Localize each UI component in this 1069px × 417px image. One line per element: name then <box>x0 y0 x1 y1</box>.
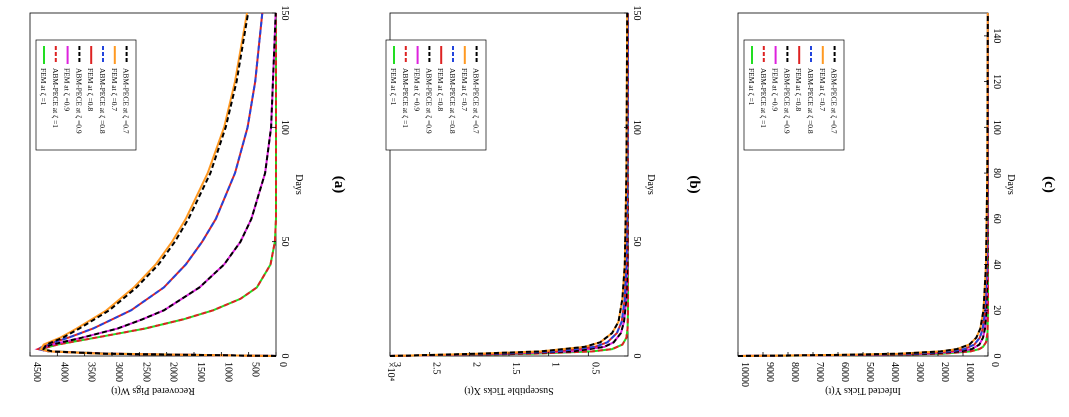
legend-entry: ABM-PECE at ζ =0.8 <box>98 68 107 134</box>
x-tick-label: 100 <box>631 120 642 135</box>
y-tick-label: 1500 <box>195 362 206 382</box>
x-tick-label: 60 <box>991 214 1002 224</box>
y-tick-label: 4500 <box>31 362 42 382</box>
x-tick-label: 80 <box>991 168 1002 178</box>
legend-entry: FEM at ζ =0.8 <box>436 68 445 111</box>
legend: FEM at ζ =1 ABM-PECE at ζ =1 FEM at ζ =0.9… <box>35 39 137 151</box>
legend-entry: ABM-PECE at ζ =0.7 <box>472 68 481 134</box>
legend-box <box>743 39 845 151</box>
legend-entry: FEM at ζ =0.7 <box>818 68 827 111</box>
legend-entry: FEM at ζ =0.7 <box>110 68 119 111</box>
series-line <box>389 12 629 357</box>
legend-entry: ABM-PECE at ζ =1 <box>51 68 60 128</box>
x-tick-label: 0 <box>279 354 290 359</box>
legend-entry: ABM-PECE at ζ =1 <box>401 68 410 128</box>
legend-entry: ABM-PECE at ζ =0.9 <box>74 68 83 134</box>
y-tick-label: 6000 <box>839 362 850 382</box>
chart-panel: 0.5 1 1.5 2 2.5 3 0 50 100 150 Days Susceptible Tic… <box>385 6 702 397</box>
legend-entry: FEM at ζ =0.8 <box>794 68 803 111</box>
x-axis-label: Days <box>645 174 656 195</box>
y-tick-label: 4000 <box>58 362 69 382</box>
x-tick-label: 50 <box>631 237 642 247</box>
legend: FEM at ζ =1 ABM-PECE at ζ =1 FEM at ζ =0.9… <box>743 39 845 151</box>
x-tick-label: 100 <box>991 120 1002 135</box>
y-tick-label: 9000 <box>764 362 775 382</box>
y-tick-label: 0 <box>989 362 1000 367</box>
legend-entry: ABM-PECE at ζ =0.9 <box>424 68 433 134</box>
legend-box <box>35 39 137 151</box>
y-tick-label: 8000 <box>789 362 800 382</box>
x-tick-label: 40 <box>991 260 1002 270</box>
y-exponent-label: ×10⁴ <box>385 362 396 382</box>
chart-panel: 0 500 1000 1500 2000 2500 3000 3500 4000 4500 0 50 1… <box>29 6 347 396</box>
panel-caption: (c) <box>1041 176 1057 193</box>
y-tick-label: 1 <box>550 362 561 367</box>
legend-entry: ABM-PECE at ζ =0.8 <box>448 68 457 134</box>
y-tick-label: 1.5 <box>510 362 521 375</box>
legend: FEM at ζ =1 ABM-PECE at ζ =1 FEM at ζ =0.9… <box>385 39 487 151</box>
legend-entry: FEM at ζ =1 <box>389 68 398 106</box>
y-tick-label: 2.5 <box>431 362 442 375</box>
y-tick-label: 2 <box>470 362 481 367</box>
y-tick-label: 3500 <box>86 362 97 382</box>
legend-entry: FEM at ζ =1 <box>39 68 48 106</box>
legend-entry: FEM at ζ =0.8 <box>86 68 95 111</box>
legend-entry: FEM at ζ =0.7 <box>460 68 469 111</box>
x-tick-label: 150 <box>631 6 642 21</box>
y-axis-label: Susceptible Ticks X(t) <box>464 385 553 396</box>
y-tick-label: 7000 <box>814 362 825 382</box>
x-tick-label: 100 <box>279 120 290 135</box>
series-line <box>737 12 989 357</box>
legend-entry: FEM at ζ =0.9 <box>63 68 72 111</box>
panel-caption: (a) <box>331 176 347 194</box>
y-tick-label: 500 <box>250 362 261 377</box>
y-tick-label: 2500 <box>140 362 151 382</box>
series-line <box>737 12 989 357</box>
y-tick-label: 10000 <box>739 362 750 387</box>
legend-entry: FEM at ζ =0.9 <box>771 68 780 111</box>
y-tick-label: 5000 <box>864 362 875 382</box>
legend-box <box>385 39 487 151</box>
x-axis-label: Days <box>1005 174 1016 195</box>
y-tick-label: 1000 <box>964 362 975 382</box>
series-line <box>42 12 277 357</box>
legend-entry: ABM-PECE at ζ =0.8 <box>806 68 815 134</box>
x-tick-label: 0 <box>631 354 642 359</box>
y-tick-label: 2000 <box>939 362 950 382</box>
y-tick-label: 1000 <box>222 362 233 382</box>
legend-entry: ABM-PECE at ζ =0.7 <box>122 68 131 134</box>
y-tick-label: 3 <box>391 362 402 367</box>
y-axis-label: Infected Ticks Y(t) <box>825 385 901 396</box>
x-tick-label: 50 <box>279 237 290 247</box>
x-tick-label: 150 <box>279 6 290 21</box>
legend-entry: FEM at ζ =1 <box>747 68 756 106</box>
y-tick-label: 3000 <box>113 362 124 382</box>
x-tick-label: 120 <box>991 74 1002 89</box>
legend-entry: FEM at ζ =0.9 <box>413 68 422 111</box>
y-tick-label: 3000 <box>914 362 925 382</box>
x-tick-label: 0 <box>991 354 1002 359</box>
y-tick-label: 0.5 <box>589 362 600 375</box>
series-line <box>40 13 277 357</box>
x-tick-label: 140 <box>991 28 1002 43</box>
x-axis-label: Days <box>293 174 304 195</box>
legend-entry: ABM-PECE at ζ =1 <box>759 68 768 128</box>
y-axis-label: Recovered Pigs W(t) <box>111 385 195 396</box>
panel-caption: (b) <box>686 175 702 193</box>
y-tick-label: 0 <box>277 362 288 367</box>
series-line <box>39 12 277 357</box>
x-tick-label: 20 <box>991 305 1002 315</box>
y-tick-label: 4000 <box>889 362 900 382</box>
legend-entry: ABM-PECE at ζ =0.9 <box>782 68 791 134</box>
series-line <box>389 12 629 357</box>
chart-panel: 0100020003000400050006000700080009000100… <box>737 12 1057 396</box>
legend-entry: ABM-PECE at ζ =0.7 <box>830 68 839 134</box>
y-tick-label: 2000 <box>168 362 179 382</box>
